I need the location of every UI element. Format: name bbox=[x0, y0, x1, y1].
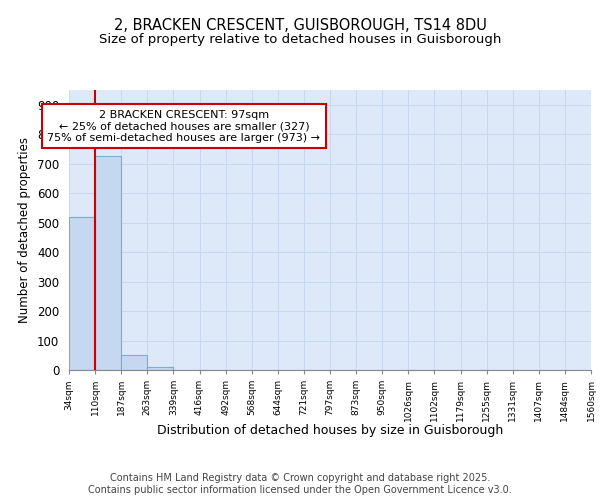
Bar bbox=[148, 367, 173, 370]
Text: Contains HM Land Registry data © Crown copyright and database right 2025.
Contai: Contains HM Land Registry data © Crown c… bbox=[88, 474, 512, 495]
Text: 2, BRACKEN CRESCENT, GUISBOROUGH, TS14 8DU: 2, BRACKEN CRESCENT, GUISBOROUGH, TS14 8… bbox=[113, 18, 487, 32]
Bar bbox=[95, 156, 121, 370]
Text: 2 BRACKEN CRESCENT: 97sqm
← 25% of detached houses are smaller (327)
75% of semi: 2 BRACKEN CRESCENT: 97sqm ← 25% of detac… bbox=[47, 110, 320, 143]
Bar bbox=[121, 356, 148, 370]
Y-axis label: Number of detached properties: Number of detached properties bbox=[19, 137, 31, 323]
Text: Size of property relative to detached houses in Guisborough: Size of property relative to detached ho… bbox=[99, 32, 501, 46]
X-axis label: Distribution of detached houses by size in Guisborough: Distribution of detached houses by size … bbox=[157, 424, 503, 437]
Bar bbox=[69, 216, 95, 370]
